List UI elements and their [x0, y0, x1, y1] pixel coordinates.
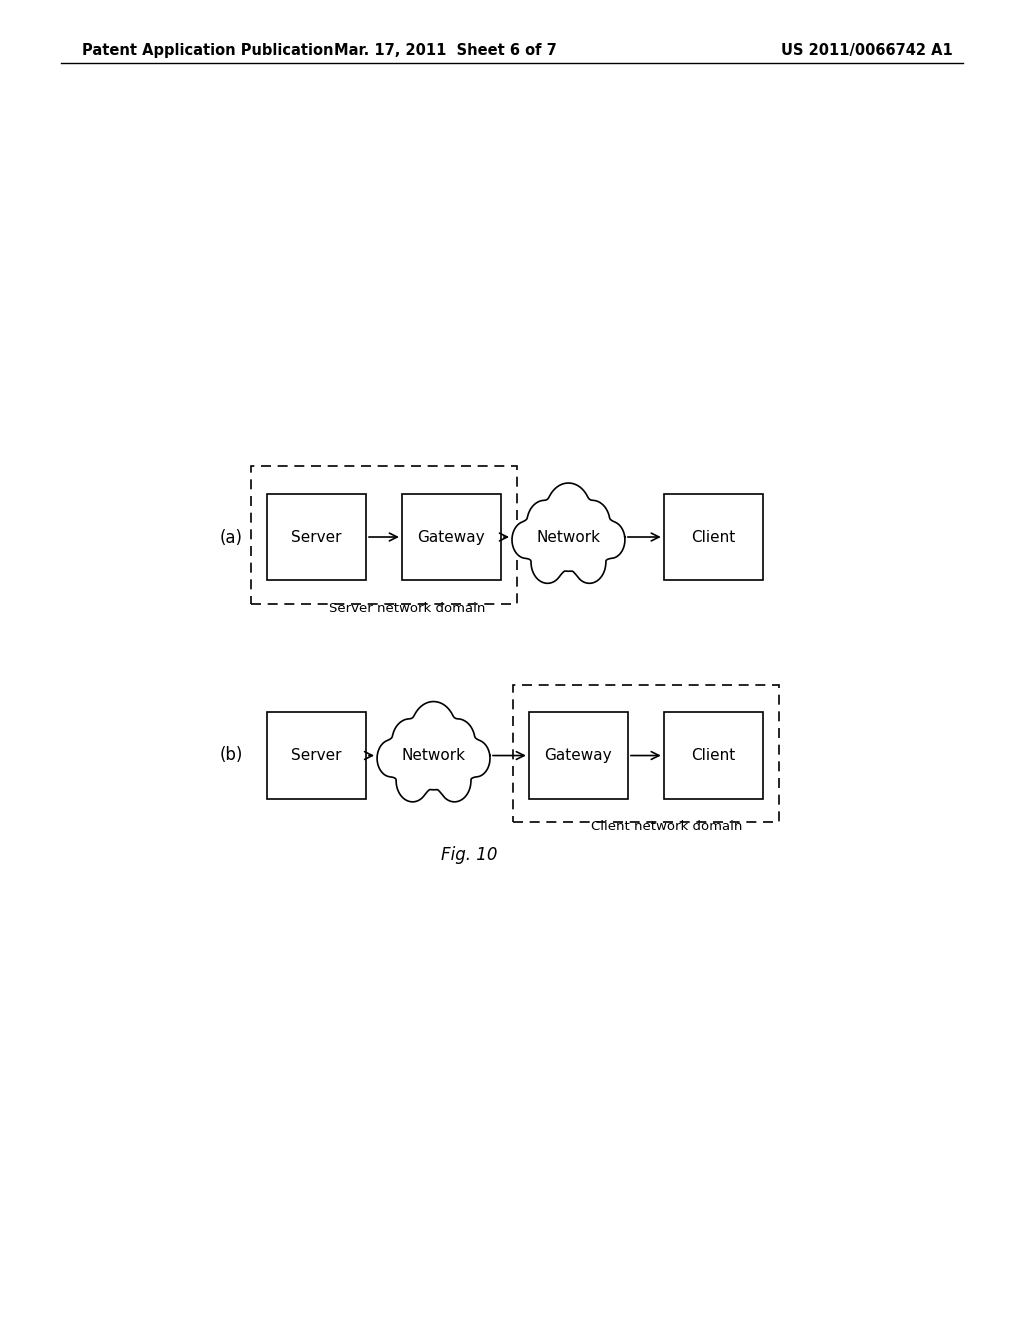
Bar: [513, 685, 778, 822]
Text: Client network domain: Client network domain: [591, 820, 742, 833]
Text: US 2011/0066742 A1: US 2011/0066742 A1: [780, 42, 952, 58]
Bar: [528, 713, 628, 799]
Bar: [267, 713, 367, 799]
Text: Patent Application Publication: Patent Application Publication: [82, 42, 334, 58]
Bar: [664, 494, 763, 581]
Text: Mar. 17, 2011  Sheet 6 of 7: Mar. 17, 2011 Sheet 6 of 7: [334, 42, 557, 58]
Polygon shape: [377, 701, 490, 801]
Text: Network: Network: [537, 529, 600, 545]
Text: (b): (b): [219, 746, 243, 764]
Text: Server network domain: Server network domain: [329, 602, 485, 615]
Bar: [267, 494, 367, 581]
Text: Client: Client: [691, 748, 735, 763]
Bar: [401, 494, 501, 581]
Text: Gateway: Gateway: [418, 529, 485, 545]
Text: (a): (a): [220, 528, 243, 546]
Bar: [664, 713, 763, 799]
Text: Fig. 10: Fig. 10: [441, 846, 498, 863]
Text: Client: Client: [691, 529, 735, 545]
Text: Network: Network: [401, 748, 466, 763]
Text: Server: Server: [291, 529, 342, 545]
Text: Server: Server: [291, 748, 342, 763]
Bar: [251, 466, 517, 603]
Text: Gateway: Gateway: [545, 748, 612, 763]
Polygon shape: [512, 483, 625, 583]
